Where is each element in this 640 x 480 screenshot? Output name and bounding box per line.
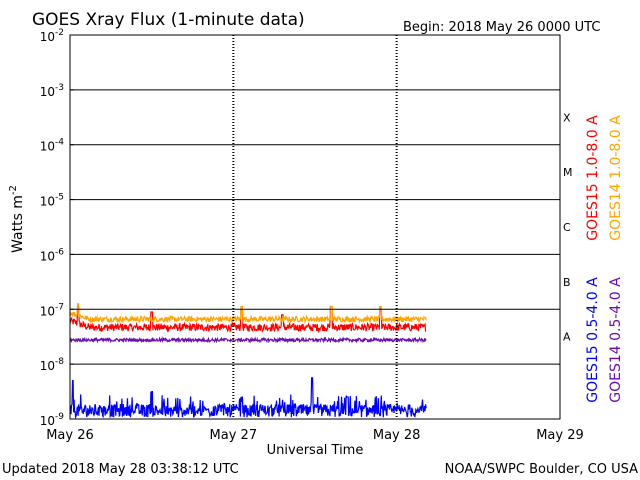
y-tick-label: 10-3 xyxy=(40,83,64,99)
y-tick-label: 10-8 xyxy=(40,357,65,373)
x-tick-label: May 27 xyxy=(210,428,258,443)
x-tick-label: May 29 xyxy=(536,428,584,443)
plot-frame xyxy=(69,34,561,420)
legend-entry: GOES14 0.5-4.0 A xyxy=(608,277,624,403)
y-tick-labels: 10-2 10-3 10-4 10-5 10-6 10-7 10-8 10-9 xyxy=(40,28,74,428)
flare-class-label: A xyxy=(563,331,571,344)
y-tick-label: 10-6 xyxy=(40,247,65,263)
flare-class-label: B xyxy=(563,276,571,289)
grid-lines xyxy=(70,35,560,419)
legend-entry: GOES15 1.0-8.0 A xyxy=(585,115,601,241)
x-tick-labels: May 26 May 27 May 28 May 29 xyxy=(46,428,584,443)
x-tick-label: May 28 xyxy=(373,428,421,443)
series-line xyxy=(69,305,427,334)
y-tick-label: 10-5 xyxy=(40,193,64,209)
series-line xyxy=(69,377,427,420)
flare-class-labels: X M C B A xyxy=(563,111,573,343)
series-line xyxy=(69,336,427,344)
legend-entry: GOES14 1.0-8.0 A xyxy=(608,115,624,241)
flare-class-label: M xyxy=(563,166,573,179)
x-tick-label: May 26 xyxy=(46,428,94,443)
chart-title: GOES Xray Flux (1-minute data) xyxy=(32,10,305,30)
series-line xyxy=(69,303,427,325)
begin-label: Begin: 2018 May 26 0000 UTC xyxy=(403,20,600,35)
svg-text:Watts m-2: Watts m-2 xyxy=(8,185,26,253)
updated-timestamp: Updated 2018 May 28 03:38:12 UTC xyxy=(2,462,239,477)
y-axis-label: Watts m-2 xyxy=(8,185,26,253)
legend-entry: GOES15 0.5-4.0 A xyxy=(585,277,601,403)
flare-class-label: C xyxy=(563,221,571,234)
y-tick-label: 10-9 xyxy=(40,412,65,428)
series-traces xyxy=(69,303,427,420)
y-tick-label: 10-2 xyxy=(40,28,64,44)
y-axis-label-exponent: -2 xyxy=(8,185,19,195)
y-tick-label: 10-4 xyxy=(40,138,65,154)
flare-class-label: X xyxy=(563,111,571,124)
source-credit: NOAA/SWPC Boulder, CO USA xyxy=(445,462,638,477)
legend: GOES15 1.0-8.0 A GOES14 1.0-8.0 A GOES15 0… xyxy=(585,115,624,403)
y-axis-label-text: Watts m xyxy=(10,195,26,253)
y-tick-label: 10-7 xyxy=(40,302,64,318)
x-axis-label: Universal Time xyxy=(267,443,364,458)
